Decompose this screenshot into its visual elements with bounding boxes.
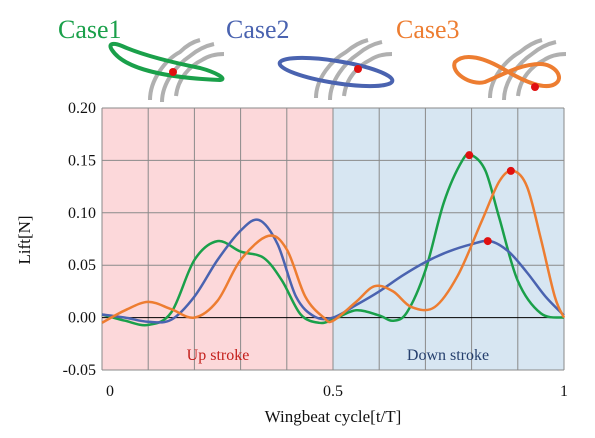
y-axis-title: Lift[N] [15,215,34,264]
grid [101,107,565,371]
peak-marker-case2 [483,237,492,246]
case3-title: Case3 [396,15,460,44]
down-stroke-label: Down stroke [407,347,489,364]
y-tick-label: 0.10 [68,205,96,222]
case2-title: Case2 [226,15,290,44]
peak-marker-case3 [506,166,515,175]
case1-wing-icon [108,38,225,103]
series-line-case2 [101,218,565,324]
x-tick-label: 0.5 [323,383,343,400]
stroke-regions [102,108,564,370]
series-line-case1 [101,152,565,327]
up-stroke-label: Up stroke [187,347,250,364]
y-tick-label: 0.20 [68,100,96,117]
y-tick-label: 0.15 [68,152,96,169]
x-axis-title: Wingbeat cycle[t/T] [265,407,402,426]
region-1 [333,108,564,370]
peak-marker-case1 [465,151,474,160]
x-tick-label: 0 [106,383,114,400]
case2-wing-icon [277,38,395,101]
y-tick-label: 0.05 [68,257,96,274]
region-0 [102,108,333,370]
y-tick-label: 0.00 [68,310,96,327]
case3-wing-icon [452,38,567,101]
case1-title: Case1 [58,15,122,44]
peak-markers [465,151,515,246]
y-tick-label: -0.05 [63,362,96,379]
x-tick-label: 1 [560,383,568,400]
axis-ticks: -0.05 0.00 0.05 0.10 0.15 0.20 0 0.5 1 [63,100,568,400]
